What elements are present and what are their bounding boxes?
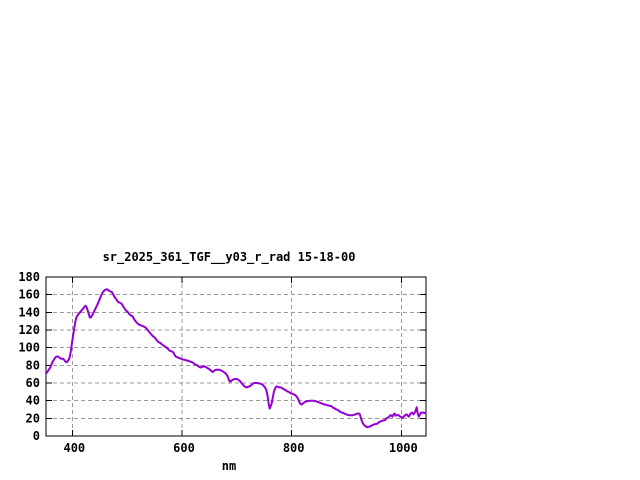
y-tick-label: 20	[26, 411, 40, 425]
tick-labels: 0 20 40 60 80 100 120 140 160 180 400 600 800 1000	[18, 270, 417, 455]
axis-ticks	[46, 276, 426, 437]
grid-lines	[46, 277, 426, 436]
y-tick-label: 160	[18, 288, 40, 302]
y-tick-label: 180	[18, 270, 40, 284]
y-tick-label: 120	[18, 323, 40, 337]
y-tick-label: 60	[26, 376, 40, 390]
x-tick-label: 400	[63, 441, 85, 455]
y-tick-label: 140	[18, 305, 40, 319]
x-tick-label: 600	[173, 441, 195, 455]
x-tick-label: 1000	[389, 441, 418, 455]
x-axis-label: nm	[221, 459, 237, 473]
y-tick-label: 40	[26, 394, 40, 408]
y-tick-label: 100	[18, 341, 40, 355]
y-tick-label: 0	[33, 429, 40, 443]
y-tick-label: 80	[26, 358, 40, 372]
data-line	[45, 288, 427, 429]
plot-border	[45, 276, 427, 437]
data-series	[45, 288, 427, 429]
x-tick-label: 800	[283, 441, 305, 455]
chart-title: sr_2025_361_TGF__y03_r_rad 15-18-00	[102, 250, 356, 264]
